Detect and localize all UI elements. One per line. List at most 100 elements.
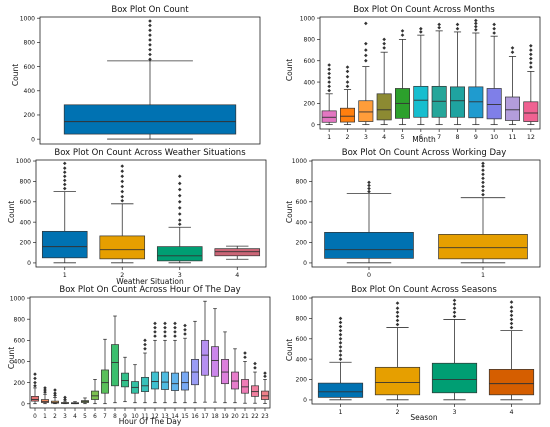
outlier-point [153, 334, 157, 338]
outlier-point [163, 334, 167, 338]
outlier-point [148, 33, 152, 37]
box-16 [191, 320, 199, 404]
outlier-point [173, 334, 177, 338]
plot-frame [319, 16, 541, 130]
outlier-point [395, 301, 400, 305]
iqr-box [374, 366, 421, 396]
outlier-point [177, 199, 182, 204]
boxes [31, 300, 269, 405]
x-tick-label: 4 [382, 134, 386, 141]
outlier-point [120, 198, 125, 203]
box-2 [340, 65, 356, 126]
box-all [63, 19, 237, 140]
outlier-point [400, 29, 405, 33]
x-tick-label: 15 [181, 414, 189, 420]
y-ticks: 0 200 400 600 800 1000 [292, 158, 312, 267]
outlier-point [529, 48, 533, 52]
outlier-point [474, 21, 478, 26]
outlier-point [452, 298, 457, 303]
panel-box-plot-on-count: Box Plot On Count Count 0 200 400 600 800 100… [11, 5, 261, 145]
panel-count-across-months: Box Plot On Count Across Months Count Mo… [285, 5, 541, 144]
box-3 [156, 174, 203, 264]
outlier-point [62, 186, 67, 191]
box-8 [111, 315, 119, 404]
panel-count-across-working-day: Box Plot On Count Across Working Day Cou… [285, 148, 541, 279]
box-10 [131, 364, 139, 404]
x-tick-label: 8 [455, 134, 459, 141]
iqr-box [31, 396, 39, 402]
y-tick-label: 200 [24, 112, 36, 119]
x-tick-label: 2 [53, 414, 57, 420]
iqr-box [376, 93, 392, 121]
iqr-box [486, 88, 502, 120]
x-tick-label: 9 [123, 414, 127, 420]
y-tick-label: 400 [14, 359, 26, 366]
outlier-point [481, 188, 485, 193]
outlier-point [183, 332, 187, 336]
x-axis-label: Month [412, 135, 436, 144]
box-11 [141, 338, 149, 404]
outlier-point [173, 325, 177, 330]
outlier-point [148, 19, 152, 23]
iqr-box [317, 382, 364, 398]
outlier-point [243, 351, 247, 355]
x-tick-label: 0 [367, 272, 371, 279]
iqr-box [413, 85, 429, 118]
y-tick-label: 600 [20, 199, 32, 206]
outlier-point [338, 345, 343, 349]
outlier-point [474, 18, 478, 23]
iqr-box [171, 372, 179, 391]
outlier-point [338, 349, 343, 353]
outlier-point [364, 21, 368, 26]
outlier-point [338, 332, 343, 337]
box-13 [161, 321, 169, 404]
outlier-point [327, 67, 331, 72]
iqr-box [161, 371, 169, 390]
outlier-point [452, 310, 457, 315]
x-tick-label: 22 [251, 414, 259, 420]
y-axis-label: Count [7, 201, 16, 223]
x-tick-label: 11 [508, 134, 516, 141]
outlier-point [183, 323, 187, 328]
iqr-box [468, 86, 484, 119]
y-tick-label: 1000 [292, 158, 307, 165]
outlier-point [364, 48, 368, 52]
outlier-point [153, 330, 157, 334]
y-axis-label: Count [11, 64, 20, 86]
outlier-point [364, 53, 368, 58]
outlier-point [120, 189, 125, 194]
box-2 [374, 301, 421, 401]
chart-title: Box Plot On Count Across Seasons [351, 285, 497, 295]
outlier-point [43, 386, 47, 390]
x-tick-label: 20 [231, 414, 239, 420]
y-tick-label: 0 [303, 260, 307, 267]
outlier-point [163, 325, 167, 330]
outlier-point [120, 174, 125, 179]
x-tick-label: 14 [171, 414, 179, 420]
y-ticks: 0 200 400 600 800 1000 [10, 295, 30, 408]
outlier-point [177, 174, 182, 179]
plot-frame [311, 296, 541, 405]
outlier-point [481, 176, 485, 181]
x-tick-label: 4 [509, 409, 513, 416]
iqr-box [214, 248, 261, 257]
x-tick-label: 9 [474, 134, 478, 141]
box-9 [468, 18, 484, 126]
y-tick-label: 1000 [300, 15, 315, 22]
boxes [317, 298, 535, 401]
outlier-point [419, 26, 423, 31]
box-4 [71, 401, 79, 405]
outlier-point [148, 57, 152, 62]
y-tick-label: 1000 [20, 15, 35, 22]
outlier-point [243, 355, 247, 360]
x-tick-label: 2 [395, 409, 399, 416]
box-11 [505, 46, 521, 126]
outlier-point [148, 52, 152, 57]
box-6 [413, 26, 429, 126]
box-2 [99, 164, 146, 264]
y-axis-label: Count [285, 339, 294, 361]
iqr-box [261, 390, 269, 400]
y-tick-label: 1000 [292, 295, 307, 302]
x-tick-label: 18 [211, 414, 219, 420]
outlier-point [510, 46, 515, 50]
